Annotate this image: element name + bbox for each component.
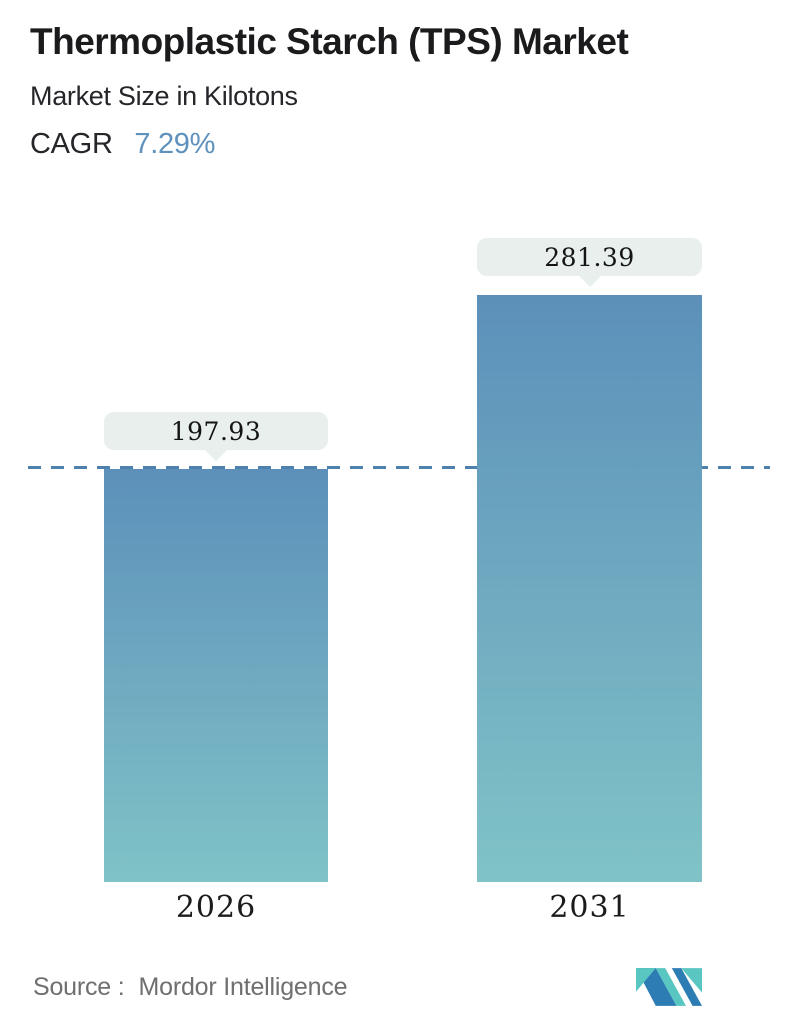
bar-group-2031: 281.39 — [477, 230, 702, 882]
source-attribution: Source : Mordor Intelligence — [33, 972, 348, 1002]
bar-group-2026: 197.93 — [104, 230, 328, 882]
cagr-row: CAGR 7.29% — [30, 128, 628, 161]
bar-2026[interactable] — [104, 469, 328, 882]
cagr-value: 7.29% — [134, 127, 216, 160]
tooltip-pointer-icon — [577, 275, 602, 287]
bar-chart: 197.93 281.39 — [0, 230, 796, 882]
page-title: Thermoplastic Starch (TPS) Market — [30, 21, 629, 62]
dashed-reference-line — [28, 466, 770, 469]
mordor-intelligence-logo — [636, 968, 702, 1006]
bar-2031[interactable] — [477, 295, 702, 882]
x-axis-label-2031: 2031 — [549, 890, 630, 925]
cagr-label: CAGR — [30, 127, 113, 160]
chart-subtitle: Market Size in Kilotons — [30, 80, 298, 111]
source-value: Mordor Intelligence — [138, 972, 348, 1001]
value-tooltip-2026: 197.93 — [104, 412, 328, 461]
chart-header: Thermoplastic Starch (TPS) Market Market… — [30, 21, 629, 161]
x-axis-label-2026: 2026 — [175, 890, 257, 925]
tooltip-pointer-icon — [204, 449, 228, 461]
value-tooltip-2031: 281.39 — [477, 238, 702, 287]
footer: Source : Mordor Intelligence — [33, 962, 702, 1012]
value-label-2031: 281.39 — [477, 238, 702, 276]
value-label-2026: 197.93 — [104, 412, 328, 450]
source-label: Source : — [33, 972, 125, 1001]
